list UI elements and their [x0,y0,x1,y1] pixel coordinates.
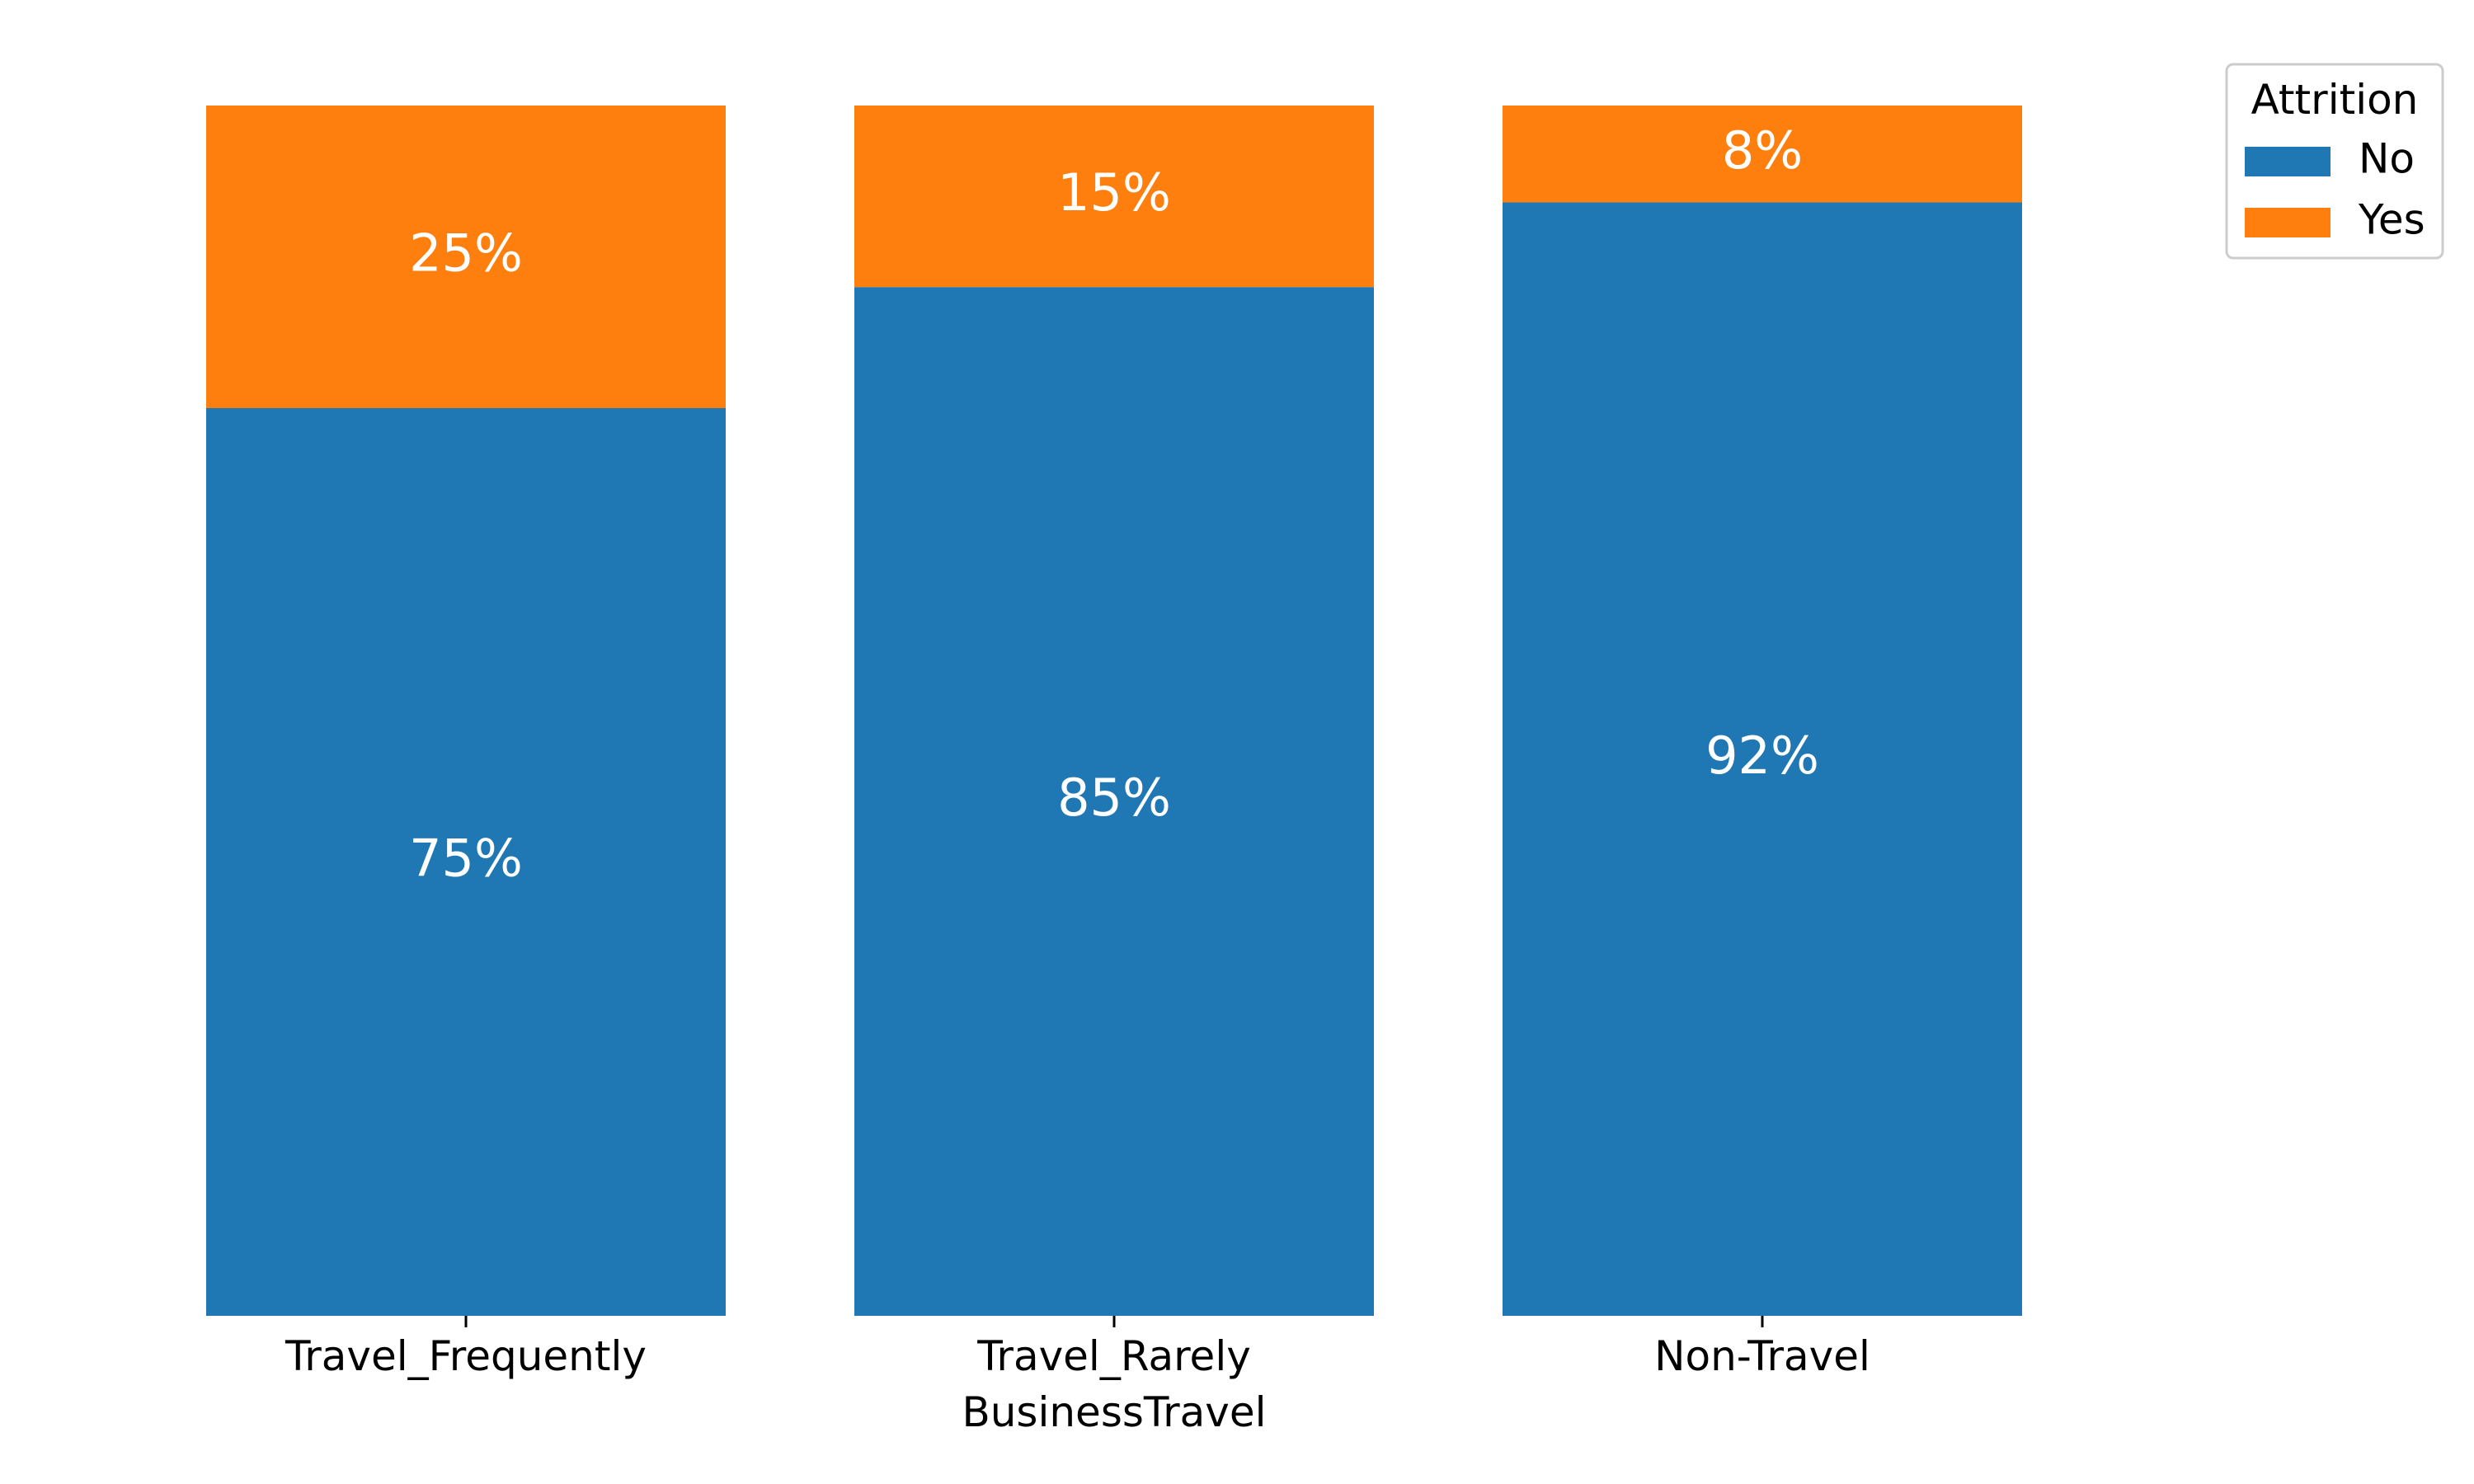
legend-swatch-yes [2245,208,2331,237]
data-label-travel-frequently-yes: 25% [409,223,523,284]
bars-group [206,106,2022,1317]
data-label-non-travel-yes: 8% [1722,120,1803,181]
legend-title: Attrition [2251,76,2419,124]
x-tick-label-travel-rarely: Travel_Rarely [976,1332,1251,1380]
legend-swatch-no [2245,147,2331,176]
data-label-travel-frequently-no: 75% [409,829,523,889]
legend-label-yes: Yes [2358,196,2425,244]
data-label-non-travel-no: 92% [1705,726,1819,786]
x-tick-label-non-travel: Non-Travel [1654,1332,1870,1380]
bar-non-travel-yes [1503,106,2022,203]
x-tick-label-travel-frequently: Travel_Frequently [285,1332,647,1380]
bar-labels-group: 75% 25% 85% 15% 92% 8% [409,120,1819,889]
bar-travel-rarely-no [854,287,1374,1317]
bar-travel-rarely-yes [854,106,1374,288]
bar-non-travel-no [1503,202,2022,1317]
data-label-travel-rarely-yes: 15% [1057,162,1171,223]
legend: Attrition No Yes [2225,63,2444,260]
x-ticks-group: Travel_Frequently Travel_Rarely Non-Travel [285,1316,1870,1380]
x-axis-label: BusinessTravel [962,1388,1266,1436]
data-label-travel-rarely-no: 85% [1057,768,1171,828]
legend-items: No Yes [2245,135,2425,244]
legend-label-no: No [2359,135,2415,183]
bar-travel-frequently-no [206,408,726,1316]
bar-travel-frequently-yes [206,106,726,408]
